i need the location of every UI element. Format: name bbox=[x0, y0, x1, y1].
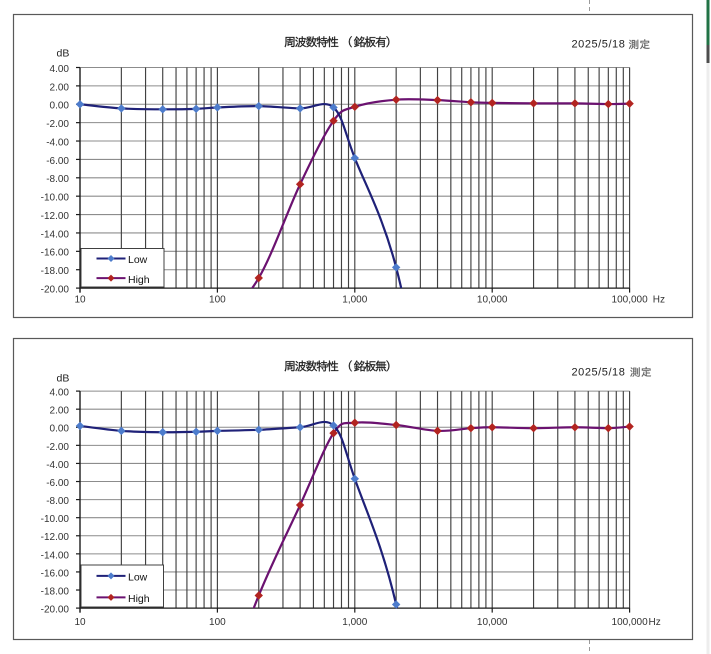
svg-text:1,000: 1,000 bbox=[342, 617, 367, 628]
svg-text:Hz: Hz bbox=[653, 294, 665, 305]
svg-text:-4.00: -4.00 bbox=[46, 460, 69, 471]
svg-text:100: 100 bbox=[209, 294, 226, 305]
svg-text:-16.00: -16.00 bbox=[41, 568, 70, 579]
svg-text:10,000: 10,000 bbox=[477, 617, 508, 628]
svg-text:-12.00: -12.00 bbox=[41, 211, 70, 222]
svg-text:0.00: 0.00 bbox=[50, 424, 70, 435]
svg-text:-2.00: -2.00 bbox=[46, 119, 69, 130]
svg-text:10: 10 bbox=[74, 617, 86, 628]
svg-text:-20.00: -20.00 bbox=[41, 605, 70, 616]
svg-text:2025/5/18: 2025/5/18 bbox=[572, 367, 626, 379]
svg-text:-10.00: -10.00 bbox=[41, 193, 70, 204]
svg-text:10: 10 bbox=[74, 294, 86, 305]
svg-text:100: 100 bbox=[209, 617, 226, 628]
svg-text:High: High bbox=[128, 274, 150, 286]
svg-text:dB: dB bbox=[57, 373, 70, 385]
svg-text:-20.00: -20.00 bbox=[41, 285, 70, 296]
svg-text:2025/5/18: 2025/5/18 bbox=[572, 39, 626, 51]
svg-text:1,000: 1,000 bbox=[342, 294, 367, 305]
svg-text:-8.00: -8.00 bbox=[46, 174, 69, 185]
svg-text:-18.00: -18.00 bbox=[41, 266, 70, 277]
svg-text:10,000: 10,000 bbox=[477, 294, 508, 305]
svg-text:-6.00: -6.00 bbox=[46, 156, 69, 167]
svg-text:100,000: 100,000 bbox=[612, 617, 649, 628]
svg-text:-12.00: -12.00 bbox=[41, 532, 70, 543]
svg-text:-2.00: -2.00 bbox=[46, 442, 69, 453]
svg-text:-8.00: -8.00 bbox=[46, 496, 69, 507]
svg-text:100,000: 100,000 bbox=[612, 294, 649, 305]
svg-text:Hz: Hz bbox=[649, 617, 661, 628]
svg-text:4.00: 4.00 bbox=[50, 388, 70, 399]
svg-text:0.00: 0.00 bbox=[50, 101, 70, 112]
svg-text:2.00: 2.00 bbox=[50, 406, 70, 417]
svg-text:-18.00: -18.00 bbox=[41, 586, 70, 597]
svg-text:2.00: 2.00 bbox=[50, 82, 70, 93]
svg-text:4.00: 4.00 bbox=[50, 64, 70, 75]
svg-text:-4.00: -4.00 bbox=[46, 137, 69, 148]
svg-text:Low: Low bbox=[128, 572, 148, 584]
svg-text:-10.00: -10.00 bbox=[41, 514, 70, 525]
svg-text:-14.00: -14.00 bbox=[41, 229, 70, 240]
svg-text:dB: dB bbox=[57, 47, 70, 59]
svg-text:-16.00: -16.00 bbox=[41, 248, 70, 259]
svg-text:High: High bbox=[128, 593, 150, 605]
svg-text:Low: Low bbox=[128, 254, 148, 266]
svg-text:-14.00: -14.00 bbox=[41, 550, 70, 561]
svg-text:-6.00: -6.00 bbox=[46, 478, 69, 489]
